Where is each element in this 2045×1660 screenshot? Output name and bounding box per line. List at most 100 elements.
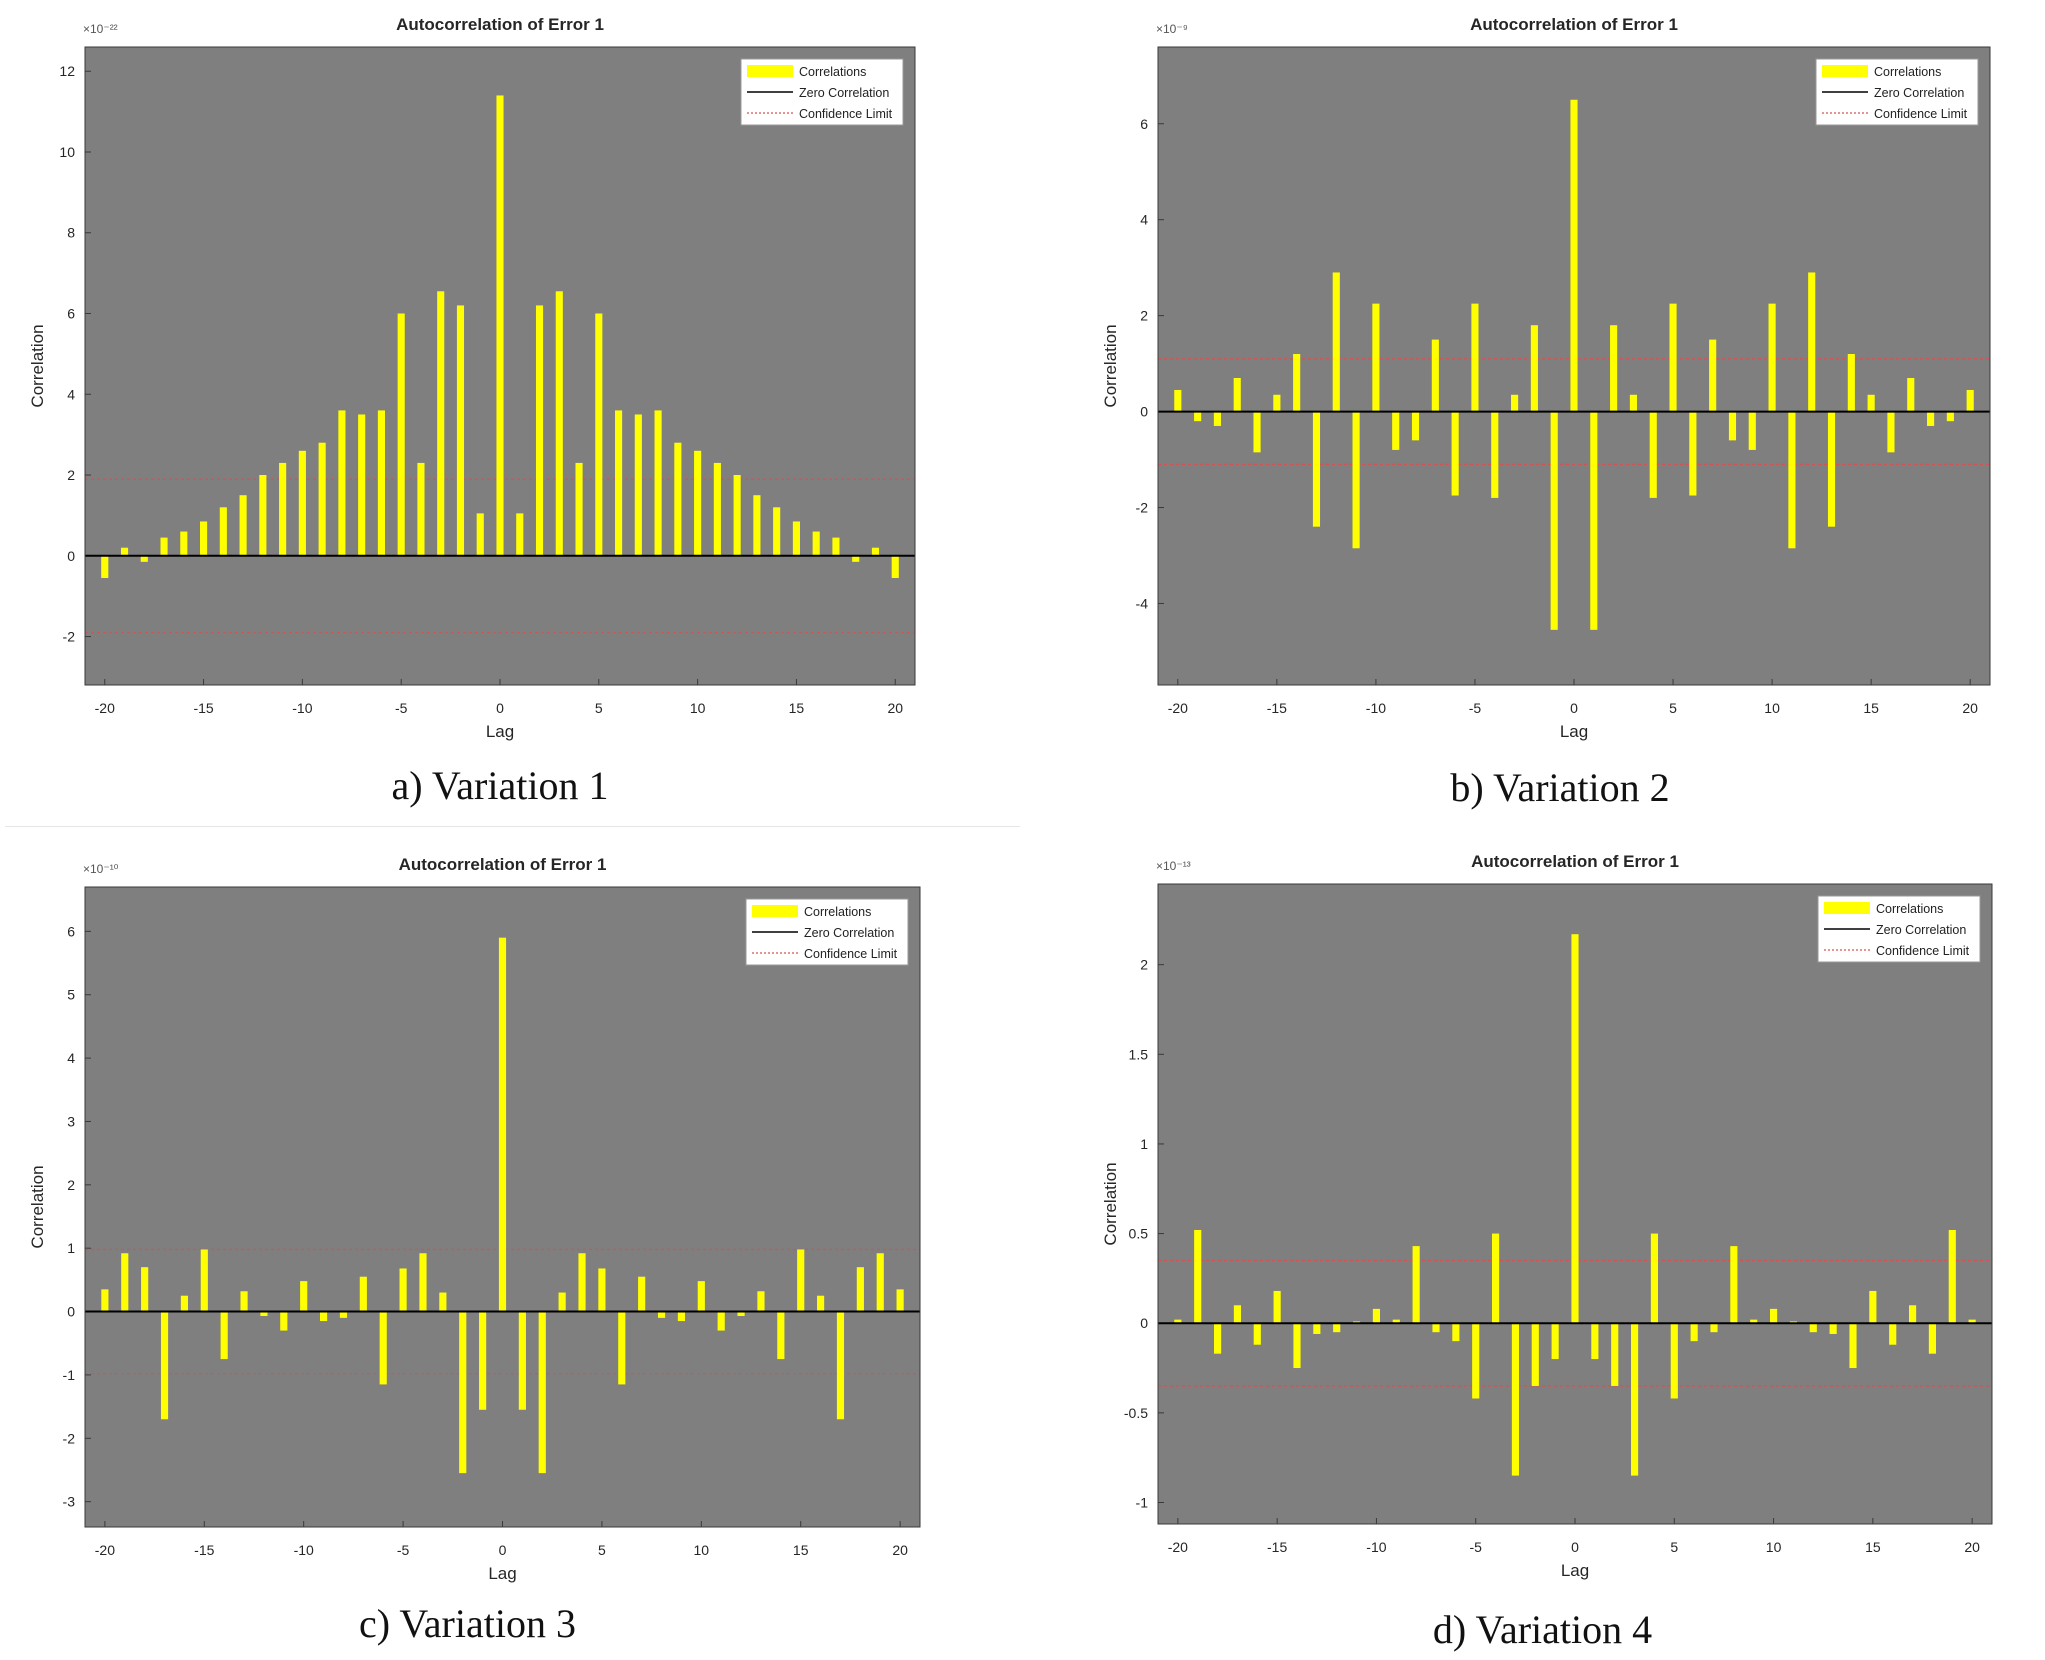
legend-label: Zero Correlation — [804, 926, 894, 940]
correlation-bar — [832, 537, 840, 556]
correlation-bar — [1690, 1323, 1698, 1342]
correlation-bar — [677, 1311, 686, 1322]
axes-frame — [1157, 883, 1993, 1525]
x-tick-label: -10 — [1366, 700, 1386, 716]
legend-label: Correlations — [799, 65, 866, 79]
legend-label: Confidence Limit — [804, 947, 898, 961]
correlation-bar — [1174, 1319, 1182, 1324]
correlation-bar — [1570, 99, 1578, 412]
correlation-bar — [697, 1281, 705, 1312]
correlation-bar — [1809, 1323, 1817, 1333]
axes-frame — [1157, 46, 1991, 686]
correlation-bar — [1610, 325, 1618, 412]
correlation-bar — [555, 291, 563, 556]
y-tick-label: -0.5 — [1124, 1405, 1148, 1421]
correlation-bar — [318, 442, 326, 556]
correlation-bar — [220, 1311, 228, 1360]
correlation-bar — [518, 1311, 526, 1410]
correlation-bar — [773, 507, 781, 556]
y-tick-label: -2 — [63, 1430, 76, 1446]
correlation-bar — [1273, 394, 1281, 412]
correlation-bar — [1847, 354, 1855, 412]
y-tick-label: 10 — [59, 144, 75, 160]
correlation-bar — [1253, 1323, 1261, 1345]
caption-variation-4: d) Variation 4 — [1432, 1607, 1653, 1652]
correlation-bar — [240, 1291, 248, 1312]
correlation-bar — [1233, 377, 1241, 412]
correlation-bar — [852, 555, 860, 562]
x-tick-label: 0 — [1571, 1539, 1579, 1555]
correlation-bar — [1591, 1323, 1599, 1360]
correlation-bar — [694, 450, 702, 556]
y-tick-label: 5 — [67, 987, 75, 1003]
correlation-bar — [1869, 1290, 1877, 1324]
y-tick-label: -2 — [1136, 500, 1149, 516]
x-tick-label: -15 — [194, 1542, 214, 1558]
x-tick-label: 15 — [1863, 700, 1879, 716]
y-tick-label: -4 — [1136, 595, 1149, 611]
correlation-bar — [280, 1311, 288, 1331]
correlation-bar — [160, 1311, 169, 1420]
y-tick-label: 1 — [67, 1240, 75, 1256]
correlation-bar — [558, 1292, 566, 1312]
x-tick-label: 10 — [694, 1542, 710, 1558]
correlation-bar — [1748, 411, 1756, 450]
correlation-bar — [797, 1249, 805, 1312]
legend-label: Correlations — [804, 905, 871, 919]
correlation-bar — [399, 1268, 407, 1312]
autocorrelation-chart-1: Autocorrelation of Error 1×10⁻²²-2024681… — [28, 15, 916, 741]
correlation-bar — [896, 1289, 904, 1312]
correlation-bar — [1312, 411, 1321, 527]
x-tick-label: 10 — [690, 700, 706, 716]
correlation-bar — [1412, 1246, 1420, 1324]
x-tick-label: -5 — [397, 1542, 410, 1558]
axis-exponent-label: ×10⁻¹³ — [1156, 859, 1191, 873]
correlation-bar — [120, 547, 129, 556]
correlation-bar — [1372, 303, 1380, 412]
correlation-bar — [379, 1311, 387, 1385]
x-tick-label: -5 — [1469, 700, 1482, 716]
x-tick-label: 20 — [887, 700, 903, 716]
x-tick-label: -20 — [1168, 700, 1188, 716]
x-tick-label: -20 — [95, 700, 115, 716]
y-tick-label: 0 — [67, 1304, 75, 1320]
correlation-bar — [259, 475, 267, 556]
x-tick-label: 20 — [892, 1542, 908, 1558]
correlation-bar — [713, 462, 721, 556]
correlation-bar — [1352, 411, 1360, 549]
caption-variation-2: b) Variation 2 — [1450, 765, 1670, 810]
correlation-bar — [1293, 1323, 1301, 1369]
legend-label: Zero Correlation — [1876, 923, 1966, 937]
correlation-bar — [1907, 377, 1915, 412]
correlation-bar — [496, 95, 504, 556]
correlation-bar — [1889, 1323, 1897, 1345]
correlation-bar — [1313, 1323, 1321, 1334]
correlation-bar — [535, 305, 544, 556]
chart-title: Autocorrelation of Error 1 — [1471, 852, 1679, 871]
correlation-bar — [1689, 411, 1697, 496]
correlation-bar — [1927, 411, 1935, 426]
y-tick-label: 4 — [1140, 212, 1148, 228]
correlation-bar — [1788, 411, 1796, 549]
y-axis-label: Correlation — [28, 1165, 47, 1248]
x-tick-label: -10 — [1366, 1539, 1386, 1555]
x-tick-label: 15 — [789, 700, 805, 716]
correlation-bar — [260, 1311, 268, 1316]
legend: Correlations Zero Correlation Confidence L… — [1815, 58, 1979, 126]
correlation-bar — [1968, 1319, 1976, 1324]
correlation-bar — [476, 513, 484, 556]
correlation-bar — [1928, 1323, 1937, 1354]
correlation-bar — [1332, 272, 1340, 412]
correlation-bar — [1669, 303, 1677, 412]
legend-label: Zero Correlation — [799, 86, 889, 100]
correlation-bar — [1194, 411, 1202, 422]
x-tick-label: 15 — [1865, 1539, 1881, 1555]
autocorrelation-chart-3: Autocorrelation of Error 1×10⁻¹⁰-3-2-101… — [28, 855, 921, 1583]
y-tick-label: 4 — [67, 386, 75, 402]
chart-panel-variation-4: Autocorrelation of Error 1 ×10⁻¹³ -1 -0.5 0 0… — [1075, 840, 2045, 1600]
y-tick-label: 2 — [67, 1177, 75, 1193]
correlation-bar — [1887, 411, 1895, 453]
correlation-bar — [300, 1281, 308, 1312]
correlation-bar — [1531, 1323, 1539, 1386]
axes-frame — [84, 46, 916, 686]
